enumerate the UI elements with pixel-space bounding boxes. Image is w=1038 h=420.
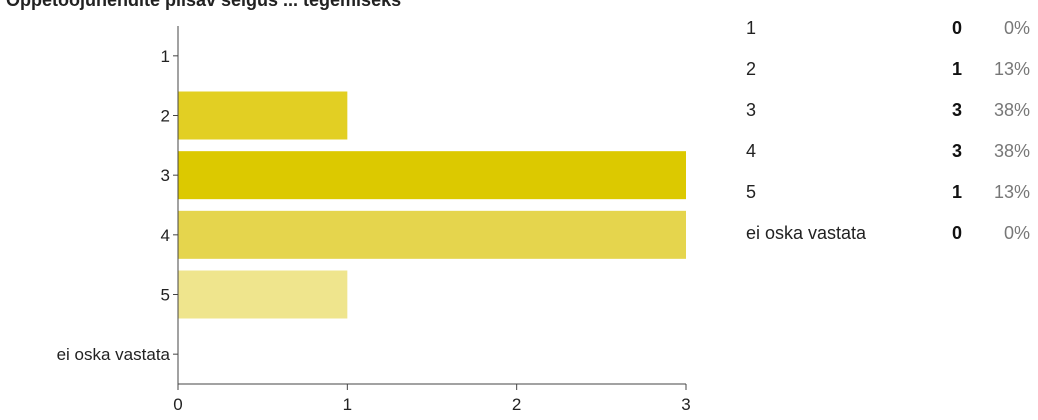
bar-chart: 1 2 3 4 5 ei oska vastata 0 1 2 3 bbox=[57, 26, 691, 414]
summary-percent: 13% bbox=[993, 59, 1030, 79]
summary-label: 2 bbox=[746, 59, 757, 79]
bar bbox=[178, 151, 686, 200]
summary-row: 3 3 38% bbox=[746, 90, 1030, 131]
summary-row: 4 3 38% bbox=[746, 131, 1030, 172]
summary-count: 0 bbox=[951, 223, 962, 243]
summary-row: ei oska vastata 0 0% bbox=[746, 213, 1030, 254]
y-tick-label: ei oska vastata bbox=[57, 345, 171, 364]
summary-percent: 38% bbox=[993, 141, 1030, 161]
chart-title: Oppetööjuhendite piisav selgus ... tegem… bbox=[6, 0, 402, 10]
summary-label: 4 bbox=[746, 141, 757, 161]
bar bbox=[178, 270, 348, 319]
y-tick-label: 2 bbox=[161, 107, 170, 126]
summary-label: 1 bbox=[746, 18, 757, 38]
summary-count: 1 bbox=[951, 182, 962, 202]
summary-percent: 13% bbox=[993, 182, 1030, 202]
x-tick-label: 2 bbox=[512, 395, 521, 414]
summary-percent: 0% bbox=[1003, 18, 1030, 38]
y-tick-label: 1 bbox=[161, 47, 170, 66]
bar bbox=[178, 91, 348, 140]
bar bbox=[178, 210, 686, 259]
summary-table: 1 0 0% 2 1 13% 3 3 38% 4 3 38% 5 1 13% e… bbox=[746, 8, 1030, 254]
summary-count: 0 bbox=[951, 18, 962, 38]
summary-count: 1 bbox=[951, 59, 962, 79]
summary-count: 3 bbox=[951, 141, 962, 161]
y-tick-label: 5 bbox=[161, 286, 170, 305]
y-tick-label: 3 bbox=[161, 166, 170, 185]
summary-label: 5 bbox=[746, 182, 757, 202]
summary-percent: 0% bbox=[1003, 223, 1030, 243]
summary-label: 3 bbox=[746, 100, 757, 120]
summary-row: 1 0 0% bbox=[746, 8, 1030, 49]
y-tick-label: 4 bbox=[161, 226, 170, 245]
x-tick-label: 0 bbox=[173, 395, 182, 414]
summary-percent: 38% bbox=[993, 100, 1030, 120]
x-tick-label: 3 bbox=[681, 395, 690, 414]
summary-row: 5 1 13% bbox=[746, 172, 1030, 213]
x-tick-label: 1 bbox=[343, 395, 352, 414]
summary-count: 3 bbox=[951, 100, 962, 120]
summary-row: 2 1 13% bbox=[746, 49, 1030, 90]
summary-label: ei oska vastata bbox=[746, 223, 867, 243]
